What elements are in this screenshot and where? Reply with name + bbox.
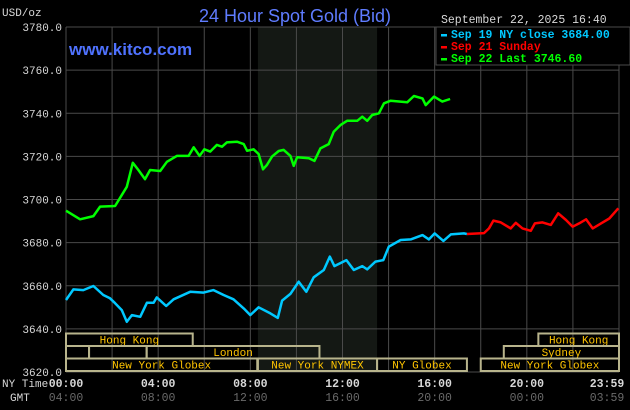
x-tick-gmt: 08:00 [141, 392, 176, 405]
x-tick-gmt: 12:00 [233, 392, 268, 405]
legend-entry: Sep 19 NY close 3684.00 [451, 29, 610, 42]
legend-swatch [441, 46, 447, 49]
timestamp: September 22, 2025 16:40 [441, 14, 607, 27]
series-line [65, 94, 451, 221]
y-tick-label: 3720.0 [22, 152, 62, 164]
x-axis-ny-label: NY Time [2, 379, 48, 391]
x-axis-gmt-label: GMT [10, 393, 30, 405]
session-bar [376, 357, 468, 372]
y-tick-label: 3760.0 [22, 66, 62, 78]
y-tick-label: 3660.0 [22, 282, 62, 294]
y-tick-label: 3640.0 [22, 325, 62, 337]
session-label: Hong Kong [549, 336, 608, 348]
session-label: New York Globex [112, 361, 211, 373]
session-label: New York NYMEX [271, 361, 364, 373]
session-label: New York Globex [500, 361, 599, 373]
x-tick-gmt: 20:00 [417, 392, 452, 405]
y-tick-label: 3680.0 [22, 239, 62, 251]
x-tick-gmt: 04:00 [49, 392, 84, 405]
y-tick-label: 3620.0 [22, 368, 62, 380]
x-tick-ny: 20:00 [510, 378, 545, 391]
unit-label: USD/oz [2, 8, 42, 20]
session-label: Hong Kong [100, 336, 159, 348]
legend-swatch [441, 34, 447, 37]
x-tick-ny: 08:00 [233, 378, 268, 391]
x-tick-gmt: 00:00 [510, 392, 545, 405]
session-label: NY Globex [392, 361, 452, 373]
legend-entry: Sep 21 Sunday [451, 41, 541, 54]
session-label: Sydney [542, 348, 582, 360]
y-tick-label: 3780.0 [22, 23, 62, 35]
kitco-watermark[interactable]: www.kitco.com [68, 40, 192, 59]
session-label: London [213, 348, 253, 360]
session-bar [479, 357, 620, 372]
x-tick-ny: 23:59 [590, 378, 625, 391]
y-tick-label: 3740.0 [22, 109, 62, 121]
legend-box [435, 26, 630, 66]
x-tick-ny: 12:00 [325, 378, 360, 391]
x-tick-gmt: 16:00 [325, 392, 360, 405]
series-line [64, 232, 468, 324]
x-tick-ny: 16:00 [417, 378, 452, 391]
x-tick-ny: 04:00 [141, 378, 176, 391]
x-tick-gmt: 03:59 [590, 392, 625, 405]
legend-swatch [441, 58, 447, 61]
y-tick-label: 3700.0 [22, 196, 62, 208]
x-tick-ny: 00:00 [49, 378, 84, 391]
chart-title: 24 Hour Spot Gold (Bid) [199, 6, 391, 26]
legend-entry: Sep 22 Last 3746.60 [451, 53, 582, 66]
series-line [466, 207, 620, 236]
